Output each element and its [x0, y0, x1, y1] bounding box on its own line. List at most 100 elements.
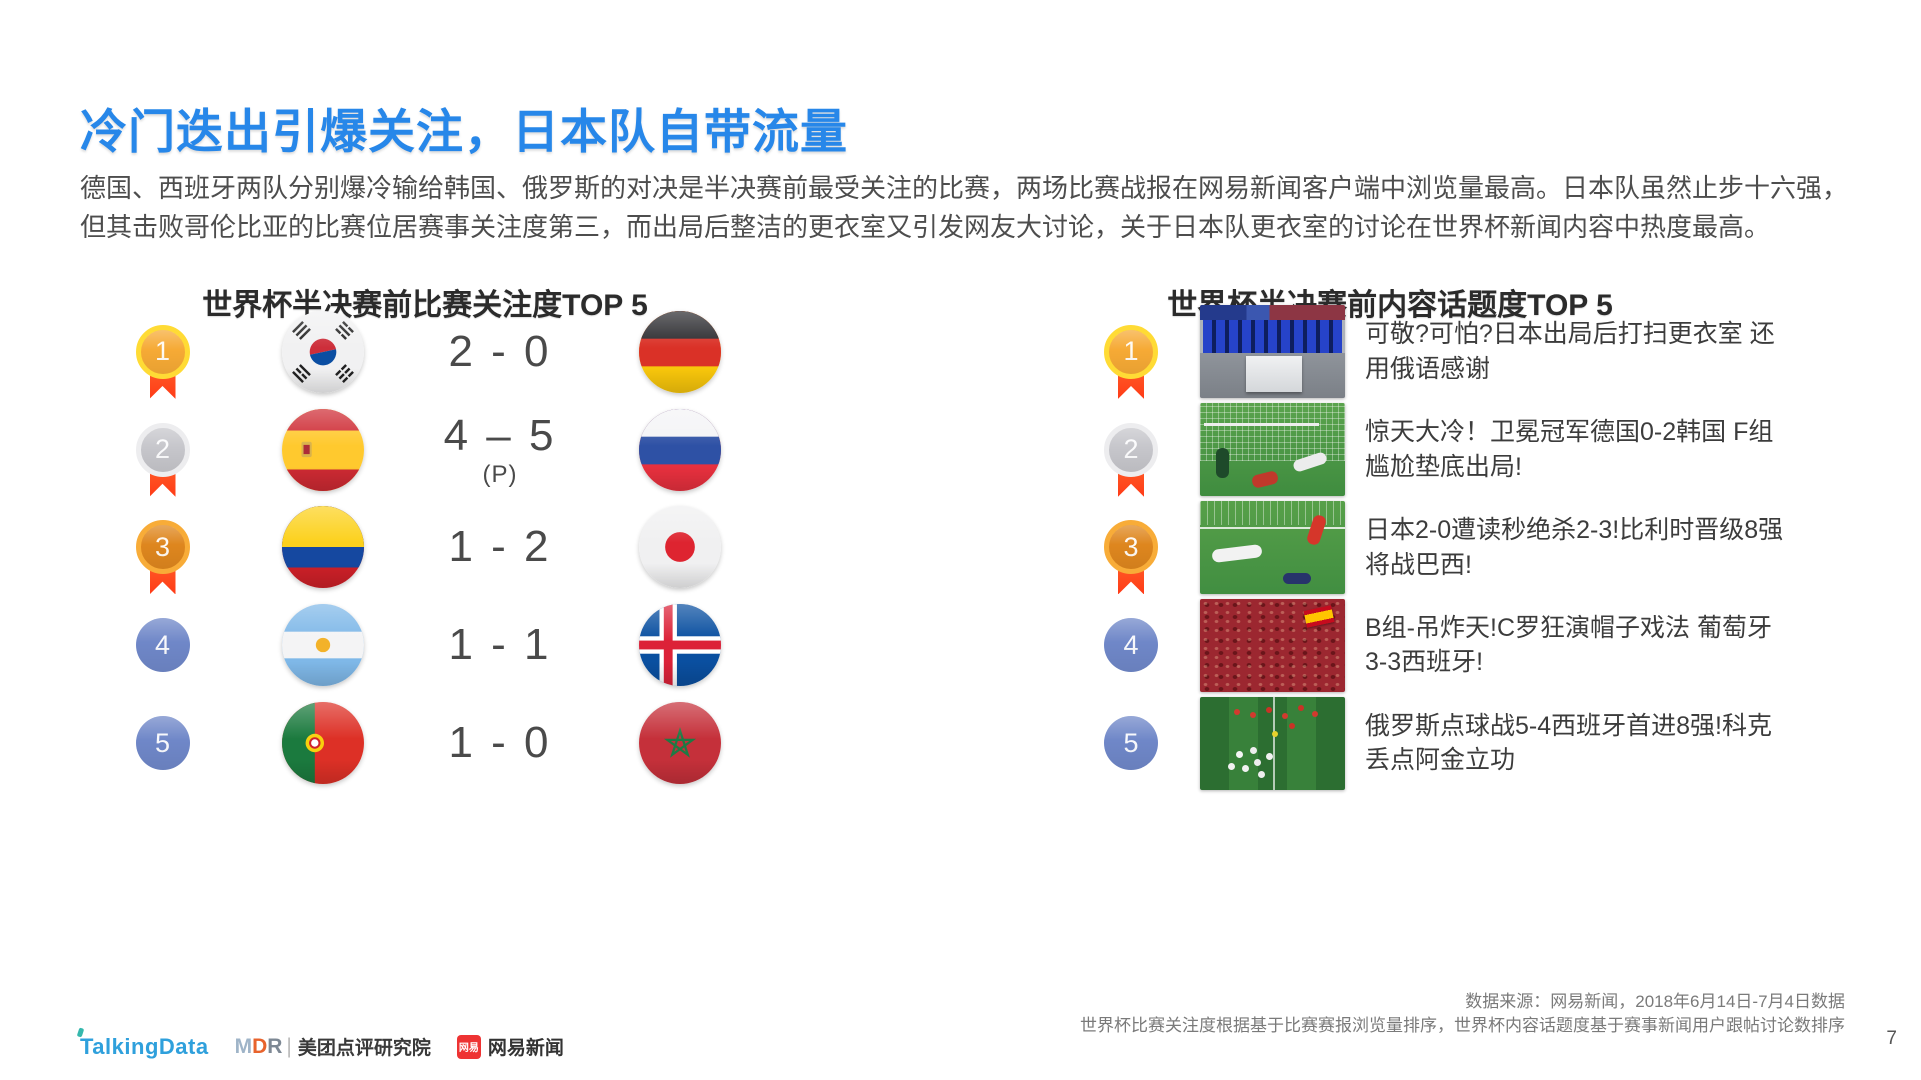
topic-row-3: 3 日本2-0遭读秒绝杀2-3!比利时晋级8强将战巴西! [1104, 499, 1844, 597]
news-thumbnail-celebration [1200, 696, 1345, 790]
match-score-4: 1 - 1 [448, 620, 551, 670]
footer-logos: TalkingData M D R | 美团点评研究院 网易 网易新闻 [76, 1026, 564, 1060]
rank-5-badge-icon: 5 [135, 716, 190, 771]
flag-colombia-icon [281, 506, 364, 589]
rank-number: 2 [154, 434, 171, 465]
netease-news-logo: 网易 网易新闻 [456, 1033, 564, 1060]
thumbnail-art-layer [1200, 305, 1345, 321]
thumbnail-art-layer [1283, 572, 1311, 584]
thumbnail-art-layer [1228, 762, 1235, 770]
news-thumbnail-pitch-players [1200, 500, 1345, 594]
page-number: 7 [1886, 1028, 1897, 1049]
thumbnail-art-layer [1211, 543, 1263, 563]
news-thumbnail-locker-room [1200, 305, 1345, 399]
topic-ranking-section: 1 可敬?可怕?日本出局后打扫更衣室 还用俄语感谢 2 惊天 [1104, 303, 1844, 792]
source-line-2: 世界杯比赛关注度根据基于比赛赛报浏览量排序，世界杯内容话题度基于赛事新闻用户跟帖… [1080, 1015, 1845, 1035]
rank-3-medal-icon: 3 [135, 520, 190, 595]
meituan-research-label: 美团点评研究院 [297, 1038, 431, 1059]
score-text: 4 – 5 [443, 410, 557, 460]
news-thumbnail-goal-scene [1200, 403, 1345, 497]
thumbnail-art-layer [1272, 696, 1275, 790]
source-line-1: 数据来源：网易新闻，2018年6月14日-7月4日数据 [1465, 992, 1845, 1011]
medal-coin: 1 [1104, 324, 1158, 379]
topic-row-5: 5 俄罗斯点球战5-4西班牙首进8强!科克丢点阿金立功 [1104, 694, 1844, 792]
rank-1-medal-icon: 1 [1104, 324, 1158, 399]
flag-argentina-icon [281, 604, 364, 687]
thumbnail-art-layer [1216, 448, 1229, 479]
medal-coin: 2 [135, 422, 190, 477]
topic-row-4: 4 B组-吊炸天!C罗狂演帽子戏法 葡萄牙3-3西班牙! [1104, 596, 1844, 694]
score-text: 2 - 0 [448, 326, 552, 376]
flag-germany-icon [639, 310, 721, 393]
medal-coin: 1 [135, 324, 190, 379]
netease-news-label: 网易新闻 [487, 1038, 564, 1059]
medal-coin: 2 [1104, 422, 1158, 477]
medal-coin: 3 [135, 520, 190, 575]
rank-number: 5 [1123, 727, 1139, 758]
talkingdata-logo: TalkingData [76, 1026, 209, 1060]
thumbnail-art-layer [1200, 526, 1345, 529]
match-ranking-section: 1 2 - 0 [80, 303, 770, 792]
meituan-dianping-research-logo: M D R | 美团点评研究院 [235, 1033, 431, 1060]
rank-3-medal-icon: 3 [1104, 520, 1158, 595]
talkingdata-wordmark: TalkingData [80, 1033, 209, 1059]
intro-paragraph: 德国、西班牙两队分别爆冷输给韩国、俄罗斯的对决是半决赛前最受关注的比赛，两场比赛… [80, 173, 1849, 242]
rank-2-medal-icon: 2 [135, 422, 190, 497]
rank-number: 3 [1123, 531, 1139, 562]
match-row-4: 4 1 - 1 [80, 596, 770, 694]
news-headline: 俄罗斯点球战5-4西班牙首进8强!科克丢点阿金立功 [1365, 711, 1772, 775]
match-ranking-title: 世界杯半决赛前比赛关注度TOP 5 [202, 288, 648, 322]
flag-portugal-icon [281, 702, 364, 785]
topic-row-2: 2 惊天大冷！卫冕冠军德国0-2韩国 F组尴尬垫底出局! [1104, 401, 1844, 499]
thumbnail-art-layer [1303, 605, 1335, 628]
match-row-2: 2 4 – 5 (P) [80, 401, 770, 499]
news-headline: 惊天大冷！卫冕冠军德国0-2韩国 F组尴尬垫底出局! [1365, 418, 1774, 481]
news-headline: 日本2-0遭读秒绝杀2-3!比利时晋级8强将战巴西! [1365, 516, 1784, 579]
thumbnail-art-layer [1272, 730, 1278, 737]
badge-circle: 4 [1104, 618, 1158, 673]
mdr-letter-r: R [267, 1034, 283, 1058]
match-score-2: 4 – 5 (P) [444, 411, 557, 489]
thumbnail-art-layer [1204, 423, 1319, 427]
thumbnail-art-layer [1250, 470, 1280, 490]
flag-japan-icon [639, 506, 721, 589]
rank-number: 5 [154, 727, 171, 758]
mdr-letter-m: M [234, 1034, 253, 1058]
flag-russia-icon [639, 408, 721, 491]
score-text: 1 - 0 [448, 718, 552, 768]
rank-number: 1 [154, 336, 171, 367]
flag-spain-icon [281, 408, 364, 491]
news-thumbnail-red-crowd [1200, 598, 1345, 692]
logo-divider: | [286, 1034, 292, 1058]
page-title: 冷门迭出引爆关注，日本队自带流量 [80, 105, 848, 159]
thumbnail-art-layer [1203, 320, 1342, 354]
rank-1-medal-icon: 1 [135, 324, 190, 399]
score-note: (P) [482, 460, 518, 488]
medal-coin: 3 [1104, 520, 1158, 575]
rank-number: 2 [1123, 434, 1139, 465]
match-score-5: 1 - 0 [448, 718, 551, 768]
badge-circle: 4 [135, 618, 190, 673]
score-text: 1 - 1 [448, 620, 552, 670]
match-row-3: 3 1 - 2 [80, 499, 770, 597]
news-headline: B组-吊炸天!C罗狂演帽子戏法 葡萄牙3-3西班牙! [1365, 613, 1772, 677]
rank-number: 1 [1123, 336, 1139, 367]
rank-4-badge-icon: 4 [1104, 618, 1158, 673]
rank-5-badge-icon: 5 [1104, 716, 1158, 771]
flag-morocco-icon [639, 702, 721, 785]
match-score-3: 1 - 2 [448, 522, 551, 572]
match-row-1: 1 2 - 0 [80, 303, 770, 401]
rank-4-badge-icon: 4 [135, 618, 190, 673]
flag-iceland-icon [639, 604, 721, 687]
mdr-letter-d: D [252, 1034, 268, 1058]
badge-circle: 5 [135, 716, 190, 771]
rank-number: 3 [154, 531, 171, 562]
data-source-note: 数据来源：网易新闻，2018年6月14日-7月4日数据 世界杯比赛关注度根据基于… [1080, 990, 1845, 1038]
match-score-1: 2 - 0 [448, 327, 551, 377]
badge-circle: 5 [1104, 716, 1158, 771]
news-headline: 可敬?可怕?日本出局后打扫更衣室 还用俄语感谢 [1365, 320, 1775, 383]
topic-row-1: 1 可敬?可怕?日本出局后打扫更衣室 还用俄语感谢 [1104, 303, 1844, 401]
rank-2-medal-icon: 2 [1104, 422, 1158, 497]
match-row-5: 5 1 - 0 [80, 694, 770, 792]
netease-icon: 网易 [456, 1034, 481, 1059]
